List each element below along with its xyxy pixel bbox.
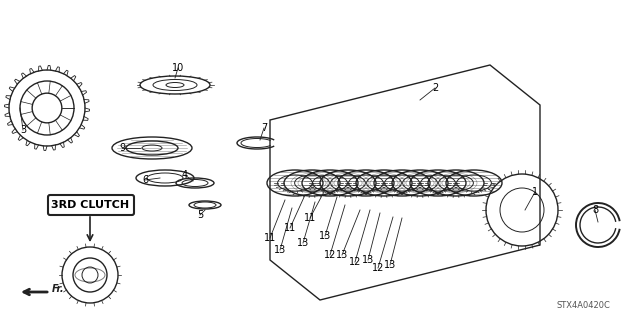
- Text: 13: 13: [274, 245, 286, 255]
- Text: 2: 2: [432, 83, 438, 93]
- Text: 13: 13: [384, 260, 396, 270]
- Text: Fr.: Fr.: [52, 284, 65, 294]
- Text: 13: 13: [297, 238, 309, 248]
- Text: 5: 5: [197, 210, 203, 220]
- Text: 4: 4: [182, 170, 188, 180]
- Text: 9: 9: [119, 143, 125, 153]
- Text: 11: 11: [264, 233, 276, 243]
- Text: 3: 3: [20, 125, 26, 135]
- Text: 11: 11: [304, 213, 316, 223]
- Text: 12: 12: [349, 257, 361, 267]
- Text: 8: 8: [592, 205, 598, 215]
- Text: 12: 12: [372, 263, 384, 273]
- Text: STX4A0420C: STX4A0420C: [556, 301, 610, 310]
- Text: 6: 6: [142, 175, 148, 185]
- Text: 12: 12: [324, 250, 336, 260]
- Text: 3RD CLUTCH: 3RD CLUTCH: [51, 200, 129, 210]
- Text: 13: 13: [336, 250, 348, 260]
- Text: 13: 13: [319, 231, 331, 241]
- Text: 1: 1: [532, 187, 538, 197]
- Text: 10: 10: [172, 63, 184, 73]
- Text: 13: 13: [362, 255, 374, 265]
- Text: 7: 7: [261, 123, 267, 133]
- Text: 11: 11: [284, 223, 296, 233]
